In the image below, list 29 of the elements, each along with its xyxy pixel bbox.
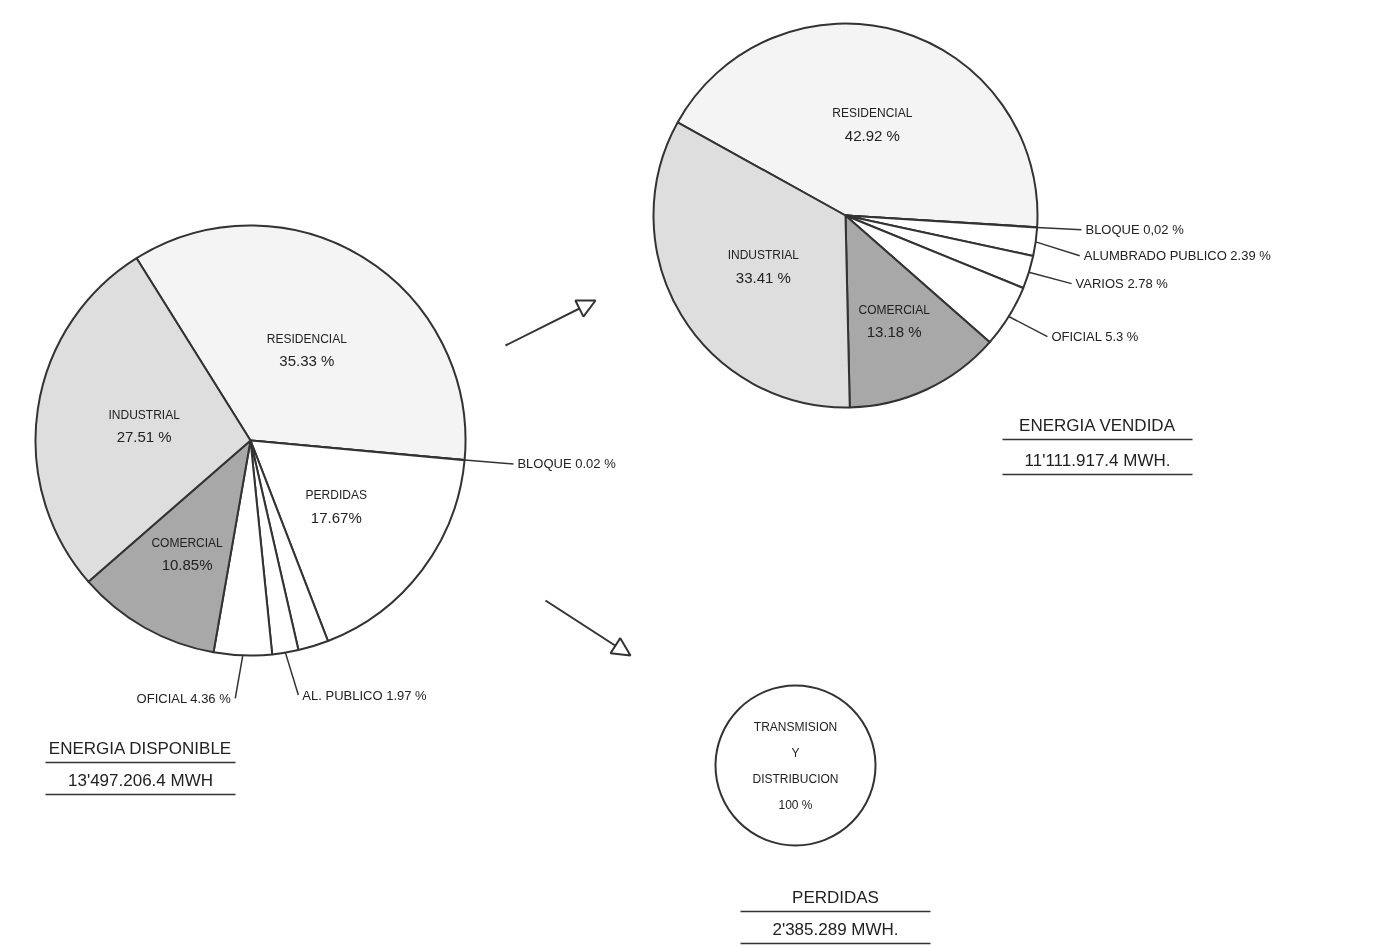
slice-label: INDUSTRIAL xyxy=(108,407,181,422)
data-label: 13.18 % xyxy=(866,323,922,341)
data-label: 33.41 % xyxy=(735,268,791,286)
data-label: 100 % xyxy=(778,797,813,812)
data-label: 42.92 % xyxy=(844,126,900,144)
slice-label: OFICIAL 5.3 % xyxy=(1051,329,1139,345)
slice-label: INDUSTRIAL xyxy=(727,248,800,263)
slice-label: RESIDENCIAL xyxy=(266,331,348,346)
text: 2'385.289 MWH. xyxy=(772,920,899,939)
text: PERDIDAS xyxy=(792,888,879,907)
slice-label: AL. PUBLICO 1.97 % xyxy=(302,687,428,703)
data-label: 35.33 % xyxy=(279,352,335,370)
slice-label: COMERCIAL xyxy=(858,302,931,317)
slice-label: TRANSMISION Y DISTRIBUCION xyxy=(752,719,839,786)
slice-label: BLOQUE 0.02 % xyxy=(517,456,617,472)
text: 13'497.206.4 MWH xyxy=(68,771,214,790)
data-label: 17.67% xyxy=(310,508,362,526)
data-label: 10.85% xyxy=(161,556,213,574)
text: ENERGIA VENDIDA xyxy=(1019,416,1176,435)
slice-label: COMERCIAL xyxy=(151,535,224,550)
slice-label: RESIDENCIAL xyxy=(832,106,913,121)
slice-label: ALUMBRADO PUBLICO 2.39 % xyxy=(1083,248,1272,264)
text: ENERGIA DISPONIBLE xyxy=(48,739,232,758)
slice-label: OFICIAL 4.36 % xyxy=(136,690,232,706)
slice-label: VARIOS 2.78 % xyxy=(1075,276,1169,292)
slice-label: BLOQUE 0,02 % xyxy=(1085,222,1185,238)
text: 11'111.917.4 MWH. xyxy=(1024,451,1171,470)
slice-label: PERDIDAS xyxy=(305,488,367,503)
data-label: 27.51 % xyxy=(116,428,172,446)
